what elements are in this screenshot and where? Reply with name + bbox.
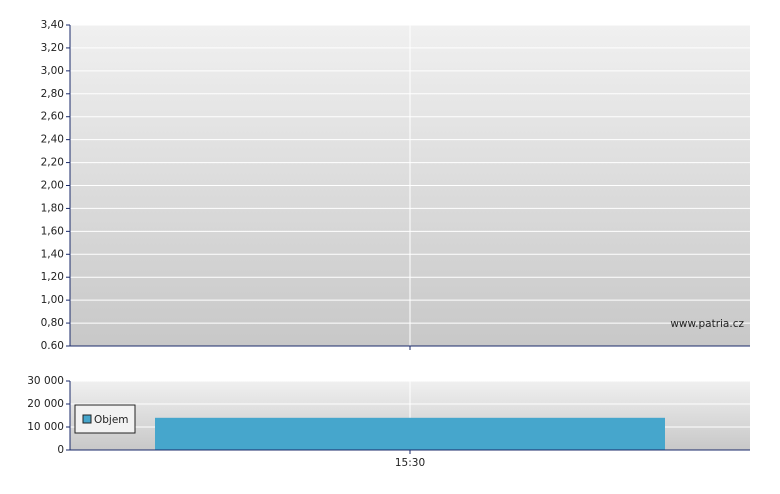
y-tick-label: 2,40 xyxy=(41,134,64,146)
y-tick-label: 1,00 xyxy=(41,294,64,306)
y-tick-label: 20 000 xyxy=(27,398,64,410)
legend-swatch xyxy=(82,414,92,424)
y-tick-label: 1,40 xyxy=(41,248,64,260)
bar xyxy=(155,417,665,450)
y-tick-label: 10 000 xyxy=(27,421,64,433)
y-tick-label: 2,60 xyxy=(41,111,64,123)
legend-label: Objem xyxy=(94,414,129,426)
y-tick-label: 3,40 xyxy=(41,19,64,31)
y-tick-label: 2,20 xyxy=(41,157,64,169)
watermark: www.patria.cz xyxy=(670,318,744,330)
y-tick-label: 2,00 xyxy=(41,180,64,192)
y-tick-label: 1,80 xyxy=(41,202,64,214)
y-tick-label: 0 xyxy=(57,444,64,456)
y-tick-label: 1,20 xyxy=(41,271,64,283)
y-tick-label: 0,80 xyxy=(41,317,64,329)
y-tick-label: 3,00 xyxy=(41,65,64,77)
y-tick-label: 3,20 xyxy=(41,42,64,54)
y-tick-label: 0.60 xyxy=(41,340,64,352)
x-tick-label: 15:30 xyxy=(395,457,425,469)
y-tick-label: 30 000 xyxy=(27,375,64,387)
y-tick-label: 1,60 xyxy=(41,225,64,237)
y-tick-label: 2,80 xyxy=(41,88,64,100)
